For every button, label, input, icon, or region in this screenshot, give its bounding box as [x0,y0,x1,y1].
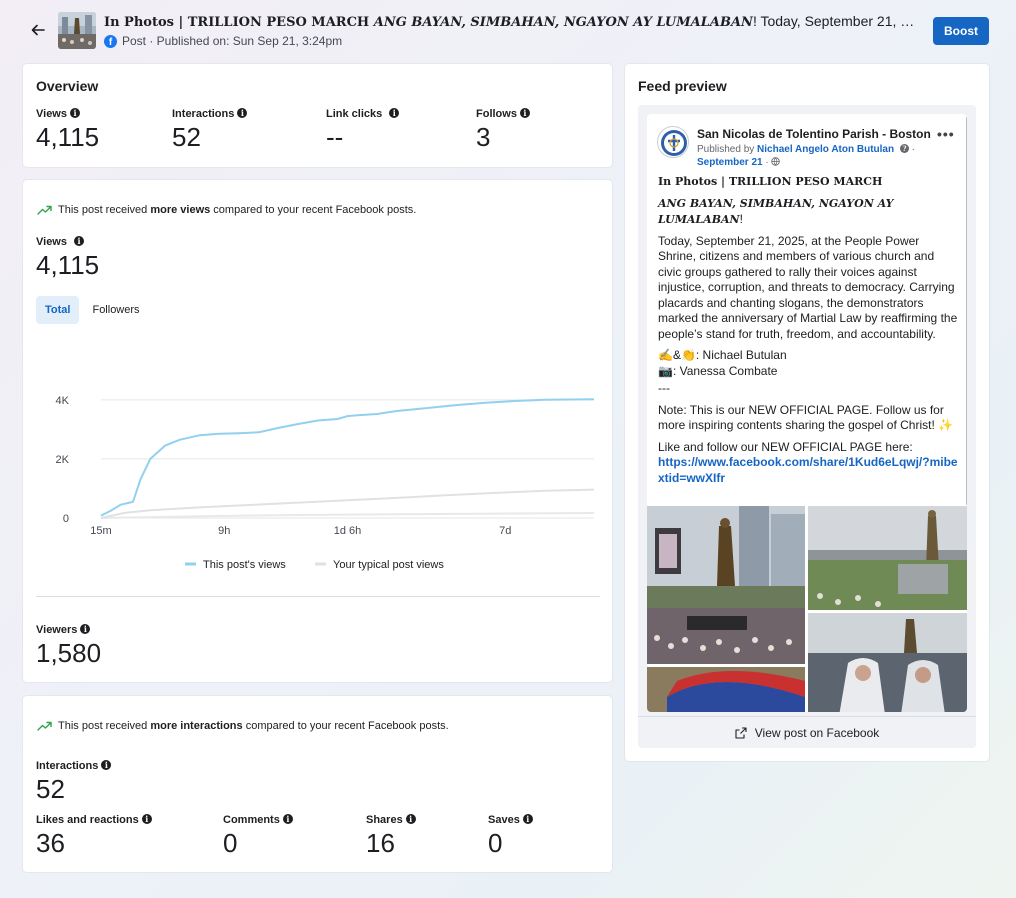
interactions-card: This post received more interactions com… [23,696,612,872]
photo-1[interactable] [647,506,805,664]
views-card: This post received more views compared t… [23,180,612,682]
post-link[interactable]: https://www.facebook.com/share/1Kud6eLqw… [658,455,958,485]
info-icon[interactable]: i [405,814,416,824]
post-text: In Photos | TRILLION PESO MARCH ANG BAYA… [658,175,958,485]
photo-4[interactable] [647,667,805,712]
post-meta: Published by Nichael Angelo Aton Butulan… [697,144,915,168]
metric-comments: Comments i 0 [223,814,293,858]
post-subtitle: f Post · Published on: Sun Sep 21, 3:24p… [104,34,342,48]
legend-label: Your typical post views [333,559,444,571]
divider [36,596,600,597]
globe-icon [771,157,781,166]
views-chart: 0 2K 4K 15m 9h 1d 6h 7d This post's views Your t… [56,395,595,571]
facebook-icon: f [104,34,117,48]
series-line [100,488,595,519]
feed-preview-frame: San Nicolas de Tolentino Parish - Boston… [638,105,976,748]
overview-metric-interactions: Interactions i 52 [172,108,248,152]
external-link-icon [735,726,747,739]
photo-2[interactable] [808,506,967,610]
feed-preview-card: Feed preview San Nicolas de Tolentino Pa… [625,64,989,761]
scrollbar-thumb[interactable] [966,116,967,506]
overview-card: Overview Views i 4,115 Interactions i 52 L… [23,64,612,167]
arrow-left-icon[interactable] [30,22,46,38]
info-icon[interactable]: i [237,108,248,118]
boost-button[interactable]: Boost [933,17,989,45]
y-tick-label: 2K [56,454,70,466]
trending-up-icon [37,721,52,731]
info-icon[interactable]: i [141,814,152,824]
post-title: In Photos | TRILLION PESO MARCH ANG BAYA… [104,13,922,30]
info-icon[interactable]: i [389,108,400,118]
overview-metric-follows: Follows i 3 [476,108,530,152]
x-tick-label: 1d 6h [334,525,362,537]
metric-shares: Shares i 16 [366,814,416,858]
legend-label: This post's views [203,559,286,571]
interactions-metric: Interactions i 52 [36,760,112,804]
post-thumbnail [58,12,96,49]
interactions-trend-message: This post received more interactions com… [37,720,449,732]
x-tick-label: 15m [90,525,111,537]
help-icon[interactable]: ? [899,144,909,153]
info-icon[interactable]: i [74,236,84,246]
post-date-link[interactable]: September 21 [697,157,763,168]
feed-preview-title: Feed preview [638,78,727,94]
post-scrollbar[interactable] [965,116,967,708]
page-logo [657,126,689,158]
info-icon[interactable]: i [80,624,91,634]
views-metric: Views i 4,115 [36,236,100,280]
series-line [100,512,595,519]
info-icon[interactable]: i [101,760,112,770]
view-post-on-facebook-button[interactable]: View post on Facebook [638,716,976,748]
trending-up-icon [37,205,52,215]
info-icon[interactable]: i [519,108,530,118]
tab-total[interactable]: Total [36,296,80,324]
viewers-metric: Viewers i 1,580 [36,624,102,668]
post-photo-grid[interactable] [647,506,967,712]
author-link[interactable]: Nichael Angelo Aton Butulan [757,144,895,155]
page-name[interactable]: San Nicolas de Tolentino Parish - Boston [697,127,931,141]
metric-likes-reactions: Likes and reactions i 36 [36,814,152,858]
overview-metric-link-clicks: Link clicks i -- [326,108,400,152]
views-trend-message: This post received more views compared t… [37,204,416,216]
y-tick-label: 0 [63,513,69,525]
overview-metric-views: Views i 4,115 [36,108,100,152]
info-icon[interactable]: i [522,814,533,824]
metric-saves: Saves i 0 [488,814,533,858]
y-tick-label: 4K [56,395,70,407]
page-header: In Photos | TRILLION PESO MARCH ANG BAYA… [0,0,1016,62]
overview-title: Overview [36,78,99,94]
tab-followers[interactable]: Followers [92,304,140,316]
info-icon[interactable]: i [70,108,80,118]
series-line [100,398,595,517]
x-tick-label: 9h [218,525,230,537]
x-tick-label: 7d [499,525,511,537]
info-icon[interactable]: i [282,814,293,824]
photo-3[interactable] [808,613,967,712]
views-tabs: Total Followers [36,296,149,324]
more-options-icon[interactable]: ••• [937,126,955,142]
facebook-post: San Nicolas de Tolentino Parish - Boston… [647,114,967,712]
